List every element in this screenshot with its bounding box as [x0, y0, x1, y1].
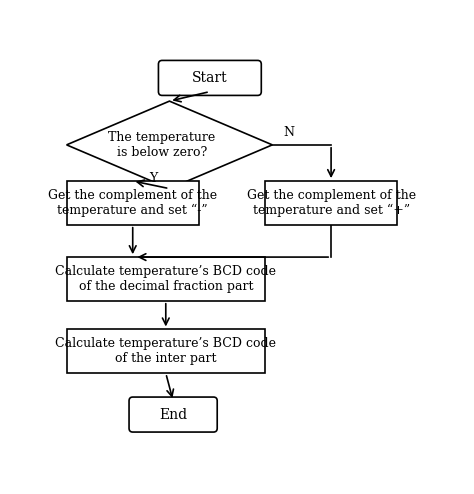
Text: Calculate temperature’s BCD code
of the decimal fraction part: Calculate temperature’s BCD code of the … [55, 265, 276, 293]
Text: N: N [283, 126, 294, 139]
Text: Get the complement of the
temperature and set “+”: Get the complement of the temperature an… [246, 189, 416, 217]
Text: End: End [159, 408, 187, 421]
Bar [66, 329, 265, 373]
Text: Y: Y [149, 172, 157, 185]
Text: Get the complement of the
temperature and set “-”: Get the complement of the temperature an… [48, 189, 217, 217]
FancyBboxPatch shape [129, 397, 217, 432]
Bar [66, 181, 199, 225]
Polygon shape [66, 101, 272, 189]
Bar [265, 181, 397, 225]
Text: The temperature
is below zero?: The temperature is below zero? [109, 131, 216, 159]
FancyBboxPatch shape [158, 60, 261, 95]
Text: Calculate temperature’s BCD code
of the inter part: Calculate temperature’s BCD code of the … [55, 337, 276, 365]
Text: Start: Start [192, 71, 228, 85]
Bar [66, 257, 265, 301]
